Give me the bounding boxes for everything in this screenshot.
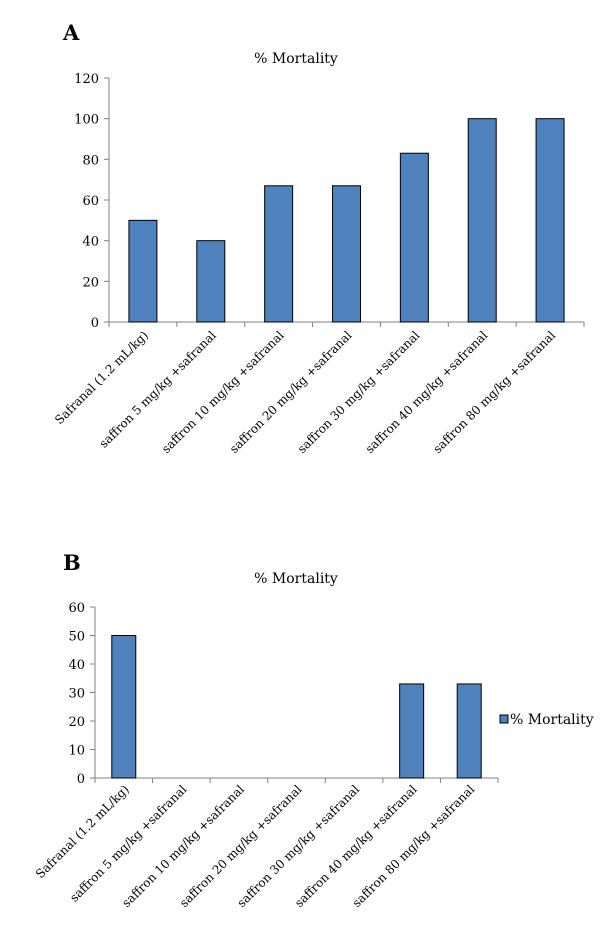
chart-b-bars <box>111 635 482 779</box>
chart-panel-b: B % Mortality 0 10 20 30 40 50 60 Safranal (1.… <box>33 550 594 910</box>
chart-b-x-ticks: Safranal (1.2 mL/kg)saffron 5 mg/kg +saf… <box>33 778 499 910</box>
y-tick-label: 80 <box>82 153 99 168</box>
chart-a-y-ticks: 0 20 40 60 80 100 120 <box>74 72 109 331</box>
y-tick-label: 60 <box>82 194 99 209</box>
x-category-label: saffron 80 mg/kg +safranal <box>350 782 478 910</box>
y-tick-label: 0 <box>91 316 99 331</box>
x-category-label: saffron 40 mg/kg +safranal <box>363 328 491 456</box>
x-category-label: saffron 10 mg/kg +safranal <box>119 782 247 910</box>
y-tick-label: 40 <box>68 658 85 673</box>
y-tick-label: 10 <box>68 744 85 759</box>
chart-b-y-ticks: 0 10 20 30 40 50 60 <box>68 601 95 787</box>
y-tick-label: 0 <box>77 772 85 787</box>
y-tick-label: 20 <box>68 715 85 730</box>
bar <box>264 185 294 323</box>
bar <box>332 185 361 323</box>
y-tick-label: 50 <box>68 630 85 645</box>
y-tick-label: 100 <box>74 113 99 128</box>
panel-letter-b: B <box>63 550 81 575</box>
x-category-label: saffron 30 mg/kg +safranal <box>234 782 362 910</box>
y-tick-label: 30 <box>68 687 85 702</box>
bar <box>128 219 158 323</box>
chart-panel-a: A % Mortality 0 20 40 60 80 100 120 Safranal (… <box>52 20 585 456</box>
chart-a-title: % Mortality <box>254 51 338 67</box>
chart-b-title: % Mortality <box>254 571 338 587</box>
x-category-label: Safranal (1.2 mL/kg) <box>33 782 132 881</box>
bar <box>467 118 497 323</box>
y-tick-label: 40 <box>82 235 99 250</box>
bar <box>399 683 425 779</box>
panel-letter-a: A <box>62 20 80 45</box>
x-category-label: saffron 10 mg/kg +safranal <box>159 328 287 456</box>
x-category-label: saffron 5 mg/kg +safranal <box>97 328 220 451</box>
x-category-label: saffron 20 mg/kg +safranal <box>227 328 355 456</box>
x-category-label: saffron 20 mg/kg +safranal <box>177 782 305 910</box>
y-tick-label: 120 <box>74 72 99 87</box>
bar <box>399 152 429 323</box>
y-tick-label: 60 <box>68 601 85 616</box>
legend-label: % Mortality <box>510 712 594 728</box>
chart-a-bars <box>128 118 565 323</box>
x-category-label: saffron 40 mg/kg +safranal <box>292 782 420 910</box>
bar <box>535 118 565 323</box>
bar <box>111 635 137 779</box>
y-tick-label: 20 <box>82 275 99 290</box>
bar <box>196 240 226 323</box>
bar <box>456 683 482 779</box>
x-category-label: saffron 30 mg/kg +safranal <box>295 328 423 456</box>
legend-swatch <box>499 714 509 724</box>
x-category-label: saffron 5 mg/kg +safranal <box>67 782 190 905</box>
x-category-label: saffron 80 mg/kg +safranal <box>430 328 558 456</box>
chart-a-x-ticks: Safranal (1.2 mL/kg)saffron 5 mg/kg +saf… <box>52 322 585 456</box>
chart-b-legend: % Mortality <box>499 712 594 728</box>
